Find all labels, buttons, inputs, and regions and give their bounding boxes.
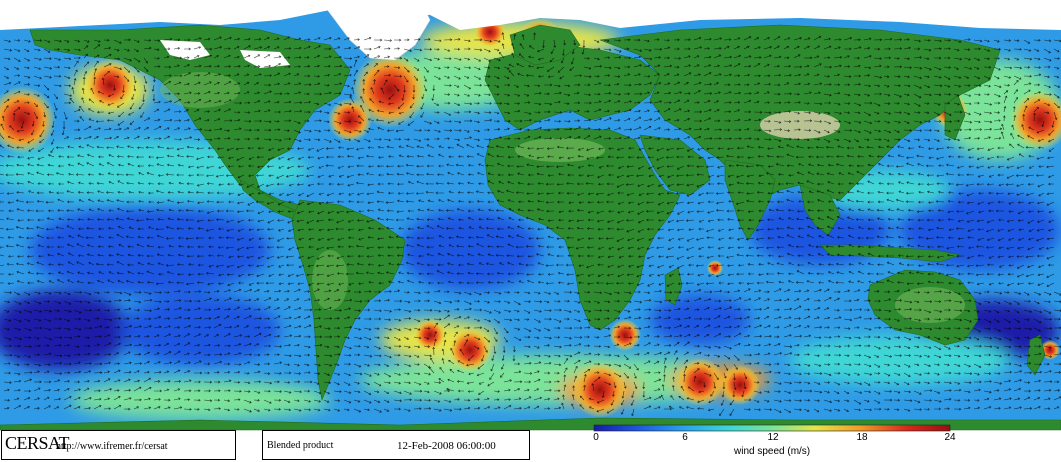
legend-tick: 18: [856, 432, 868, 443]
south-america-land: [291, 199, 406, 402]
scandinavia-land: [509, 24, 581, 66]
product-label: Blended product: [267, 440, 334, 451]
credit-box: CERSAT http://www.ifremer.fr/cersat: [1, 430, 236, 460]
wind-arrow-field: [0, 32, 1061, 417]
indonesia-land: [819, 244, 962, 263]
organization-url[interactable]: http://www.ifremer.fr/cersat: [56, 441, 168, 452]
land-shading: [160, 72, 965, 323]
legend-tick: 12: [767, 432, 779, 443]
product-box: Blended product 12-Feb-2008 06:00:00: [262, 430, 530, 460]
legend-tick: 6: [682, 432, 688, 443]
legend-tick: 24: [944, 432, 956, 443]
datetime-label: 12-Feb-2008 06:00:00: [397, 440, 496, 452]
legend-color-bar: [593, 424, 951, 432]
legend-tick: 0: [593, 432, 599, 443]
wind-arrows: [0, 32, 1061, 417]
organization-label: CERSAT: [5, 433, 70, 453]
legend-title: wind speed (m/s): [734, 446, 811, 457]
ice-patches: [0, 0, 1061, 68]
madagascar-land: [664, 267, 683, 306]
